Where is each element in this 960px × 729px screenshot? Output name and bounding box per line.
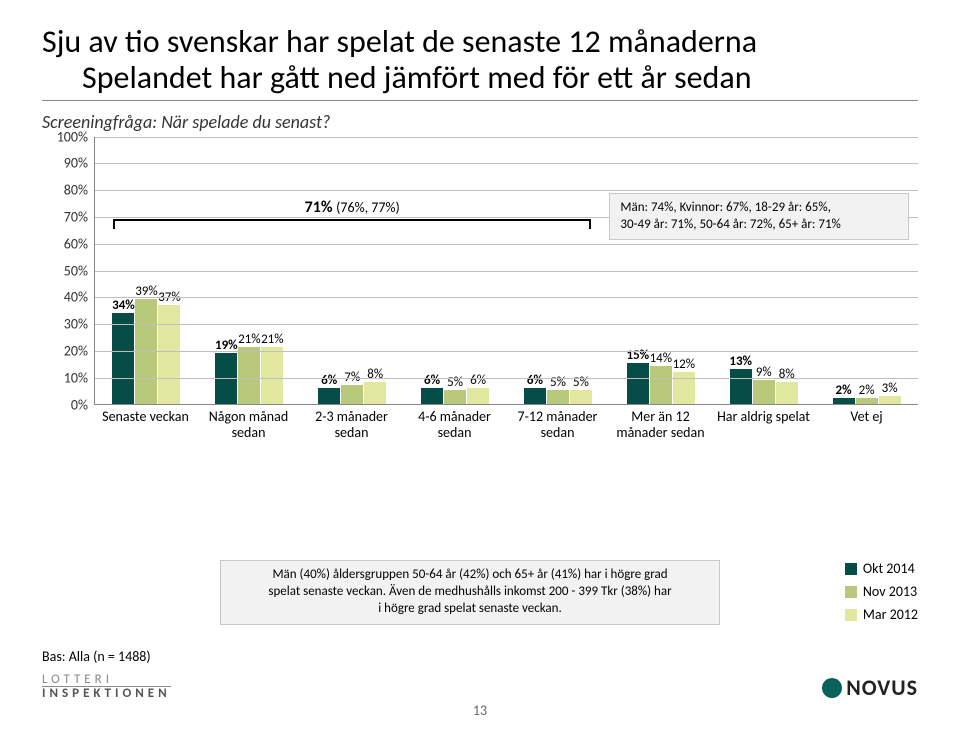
bar-value-label: 2% — [859, 383, 875, 398]
bar: 6% — [318, 388, 340, 404]
bracket-bold: 71% — [305, 198, 333, 217]
bar: 37% — [158, 305, 180, 404]
bar-value-label: 8% — [779, 367, 795, 382]
callout-bottom-l1: Män (40%) åldersgruppen 50-64 år (42%) o… — [231, 567, 709, 584]
y-tick-label: 90% — [64, 155, 88, 172]
bar-chart: 0%10%20%30%40%50%60%70%80%90%100% 34%39%… — [42, 137, 918, 465]
callout-bottom: Män (40%) åldersgruppen 50-64 år (42%) o… — [220, 560, 720, 625]
base-note: Bas: Alla (n = 1488) — [42, 648, 151, 665]
novus-word: NOVUS — [846, 674, 918, 701]
x-axis-label: Mer än 12 månader sedan — [609, 405, 712, 441]
title-divider — [42, 100, 918, 101]
bar-value-label: 21% — [261, 332, 283, 347]
y-tick-label: 70% — [64, 209, 88, 226]
bar: 9% — [753, 380, 775, 404]
bar-value-label: 21% — [238, 332, 260, 347]
x-axis-label: 2-3 månader sedan — [300, 405, 403, 441]
bar: 3% — [879, 396, 901, 404]
legend-item: Mar 2012 — [845, 606, 918, 623]
bar: 15% — [627, 363, 649, 403]
logo-line-1: LOTTERI — [42, 673, 171, 687]
legend-label: Nov 2013 — [863, 583, 917, 600]
bar: 34% — [112, 313, 134, 404]
callout-top: Män: 74%, Kvinnor: 67%, 18-29 år: 65%, 3… — [609, 193, 909, 241]
legend-item: Nov 2013 — [845, 583, 918, 600]
bar-value-label: 6% — [470, 373, 486, 388]
bar: 21% — [261, 347, 283, 403]
bar: 2% — [833, 398, 855, 403]
y-tick-label: 50% — [64, 262, 88, 279]
title-line-2: Spelandet har gått ned jämfört med för e… — [42, 60, 918, 96]
bracket-label: 71% (76%, 77%) — [305, 198, 400, 217]
legend-swatch-icon — [845, 586, 857, 598]
bar: 8% — [776, 382, 798, 403]
x-axis-label: Har aldrig spelat — [712, 405, 815, 441]
y-axis: 0%10%20%30%40%50%60%70%80%90%100% — [42, 137, 94, 405]
logo-line-2: INSPEKTIONEN — [42, 686, 171, 701]
footer: LOTTERI INSPEKTIONEN 13 NOVUS — [0, 702, 960, 719]
y-tick-label: 80% — [64, 182, 88, 199]
bar: 6% — [524, 388, 546, 404]
legend-label: Okt 2014 — [863, 560, 915, 577]
bar-value-label: 34% — [112, 298, 135, 313]
bar: 12% — [673, 372, 695, 404]
callout-bottom-l2: spelat senaste veckan. Även de medhushål… — [231, 584, 709, 601]
bar-value-label: 12% — [673, 357, 695, 372]
legend: Okt 2014 Nov 2013 Mar 2012 — [845, 560, 918, 623]
plot-area: 34%39%37%19%21%21%6%7%8%6%5%6%6%5%5%15%1… — [94, 137, 918, 405]
y-tick-label: 40% — [64, 289, 88, 306]
callout-top-l1: Män: 74%, Kvinnor: 67%, 18-29 år: 65%, — [620, 200, 898, 217]
y-tick-label: 20% — [64, 343, 88, 360]
bar: 5% — [570, 390, 592, 403]
y-tick-label: 30% — [64, 316, 88, 333]
callout-bottom-l3: i högre grad spelat senaste veckan. — [231, 601, 709, 618]
novus-logo: NOVUS — [822, 674, 918, 701]
bar-value-label: 14% — [650, 351, 672, 366]
bar: 13% — [730, 369, 752, 404]
lotteri-logo: LOTTERI INSPEKTIONEN — [42, 673, 171, 701]
bar-value-label: 13% — [729, 354, 752, 369]
legend-label: Mar 2012 — [863, 606, 918, 623]
bar-value-label: 6% — [527, 373, 543, 388]
y-tick-label: 60% — [64, 235, 88, 252]
slide: Sju av tio svenskar har spelat de senast… — [0, 0, 960, 729]
y-tick-label: 100% — [57, 128, 88, 145]
legend-item: Okt 2014 — [845, 560, 918, 577]
y-tick-label: 10% — [64, 369, 88, 386]
bar: 5% — [547, 390, 569, 403]
legend-swatch-icon — [845, 563, 857, 575]
bar: 8% — [364, 382, 386, 403]
bracket-paren: (76%, 77%) — [336, 199, 400, 216]
bar: 14% — [650, 366, 672, 404]
title-block: Sju av tio svenskar har spelat de senast… — [42, 24, 918, 133]
bar-value-label: 6% — [321, 373, 337, 388]
x-axis-label: Någon månad sedan — [197, 405, 300, 441]
legend-swatch-icon — [845, 609, 857, 621]
bar: 7% — [341, 385, 363, 404]
page-number: 13 — [0, 702, 960, 719]
x-axis-label: 7-12 månader sedan — [506, 405, 609, 441]
x-axis-label: 4-6 månader sedan — [403, 405, 506, 441]
x-axis-label: Senaste veckan — [94, 405, 197, 441]
bar-value-label: 3% — [882, 381, 898, 396]
bar: 21% — [238, 347, 260, 403]
page-title: Sju av tio svenskar har spelat de senast… — [42, 24, 918, 96]
y-tick-label: 0% — [71, 396, 88, 413]
bar-value-label: 6% — [424, 373, 440, 388]
title-line-1: Sju av tio svenskar har spelat de senast… — [42, 22, 757, 61]
novus-dot-icon — [822, 678, 842, 698]
bar-value-label: 8% — [367, 367, 383, 382]
x-axis-label: Vet ej — [815, 405, 918, 441]
bar: 2% — [856, 398, 878, 403]
screening-question: Screeningfråga: När spelade du senast? — [42, 111, 918, 133]
bar: 6% — [421, 388, 443, 404]
bar: 6% — [467, 388, 489, 404]
bar-value-label: 2% — [836, 383, 852, 398]
callout-top-l2: 30-49 år: 71%, 50-64 år: 72%, 65+ år: 71… — [620, 217, 898, 234]
bar: 5% — [444, 390, 466, 403]
x-axis-labels: Senaste veckanNågon månad sedan2-3 månad… — [94, 405, 918, 441]
